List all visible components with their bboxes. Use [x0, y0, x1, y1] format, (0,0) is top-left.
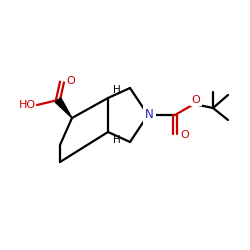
Text: H: H — [113, 85, 121, 95]
Text: O: O — [180, 130, 189, 140]
Text: O: O — [66, 76, 75, 86]
Polygon shape — [55, 98, 72, 118]
Text: HO: HO — [19, 100, 36, 110]
Text: H: H — [113, 135, 121, 145]
Text: O: O — [192, 95, 200, 105]
Text: N: N — [144, 108, 154, 122]
